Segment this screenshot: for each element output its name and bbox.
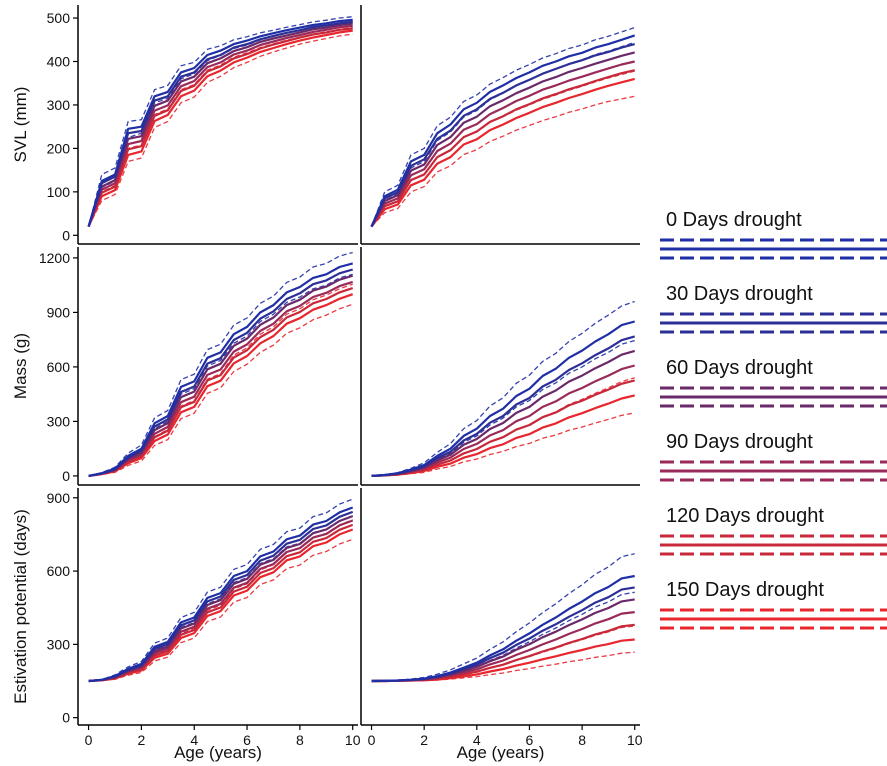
panel-svl-male [78, 5, 358, 244]
y-tick-label-estivation-male: 900 [47, 490, 71, 506]
x-tick-label-estivation-female: 10 [627, 732, 643, 748]
y-axis-title-estivation: Estivation potential (days) [11, 509, 30, 704]
series-60d-svl-female [370, 51, 635, 228]
x-tick-label-estivation-female: 2 [420, 732, 428, 748]
legend-label-60d: 60 Days drought [666, 357, 813, 379]
series-0d-upper-estivation-male [88, 498, 353, 682]
series-150d-mass-male [88, 293, 354, 477]
series-150d-lower-estivation-male [88, 538, 353, 682]
y-tick-label-estivation-male: 0 [62, 710, 70, 726]
x-tick-label-estivation-male: 6 [243, 732, 251, 748]
legend-label-120d: 120 Days drought [666, 505, 824, 527]
x-axis-title-male: Age (years) [174, 743, 262, 762]
series-0d-upper-svl-female [370, 26, 635, 227]
y-tick-label-svl-male: 0 [62, 227, 70, 243]
series-30d-svl-male [87, 20, 353, 227]
x-tick-label-estivation-male: 8 [296, 732, 304, 748]
series-120d-svl-female [370, 69, 635, 228]
y-tick-label-estivation-male: 600 [47, 563, 71, 579]
series-0d-svl-male [87, 18, 353, 227]
series-120d-svl-male [87, 27, 353, 227]
x-tick-label-estivation-male: 0 [85, 732, 93, 748]
series-120d-estivation-male [88, 523, 354, 683]
series-60d-mass-male [88, 274, 354, 477]
series-150d-lower-svl-male [88, 33, 353, 227]
y-tick-label-svl-male: 300 [47, 97, 71, 113]
x-tick-label-estivation-female: 0 [368, 732, 376, 748]
x-tick-label-estivation-male: 4 [190, 732, 198, 748]
legend-label-0d: 0 Days drought [666, 209, 802, 231]
x-tick-label-estivation-female: 4 [473, 732, 481, 748]
series-150d-svl-female [370, 77, 635, 228]
y-tick-label-svl-male: 100 [47, 184, 71, 200]
y-axis-title-svl: SVL (mm) [11, 87, 30, 163]
y-axis-title-mass: Mass (g) [11, 333, 30, 399]
y-tick-label-svl-male: 500 [47, 10, 71, 26]
x-axis-title-female: Age (years) [457, 743, 545, 762]
series-90d-svl-male [87, 24, 353, 227]
legend-label-150d: 150 Days drought [666, 579, 824, 601]
x-tick-label-estivation-female: 6 [526, 732, 534, 748]
series-30d-svl-female [370, 43, 635, 228]
y-tick-label-mass-male: 900 [47, 304, 71, 320]
series-0d-mass-female [371, 320, 635, 477]
x-tick-label-estivation-male: 2 [137, 732, 145, 748]
series-120d-mass-male [88, 287, 354, 477]
series-150d-svl-male [87, 29, 353, 228]
panel-estivation-female [361, 488, 640, 725]
legend-label-30d: 30 Days drought [666, 283, 813, 305]
series-90d-svl-female [370, 60, 635, 228]
series-0d-upper-mass-male [88, 251, 353, 477]
y-tick-label-svl-male: 400 [47, 53, 71, 69]
series-150d-lower-svl-female [371, 95, 635, 228]
x-tick-label-estivation-male: 10 [345, 732, 361, 748]
series-0d-estivation-female [371, 574, 635, 683]
series-0d-svl-female [370, 34, 636, 228]
series-0d-mass-male [88, 262, 353, 477]
series-60d-svl-male [87, 22, 353, 227]
series-0d-estivation-male [88, 506, 354, 683]
y-tick-label-mass-male: 1200 [39, 250, 70, 266]
series-90d-mass-male [88, 280, 354, 477]
y-tick-label-mass-male: 300 [47, 413, 71, 429]
series-0d-upper-svl-male [87, 16, 353, 227]
legend-label-90d: 90 Days drought [666, 431, 813, 453]
y-tick-label-mass-male: 600 [47, 359, 71, 375]
x-tick-label-estivation-female: 8 [578, 732, 586, 748]
y-tick-label-svl-male: 200 [47, 140, 71, 156]
y-tick-label-estivation-male: 300 [47, 636, 71, 652]
y-tick-label-mass-male: 0 [62, 468, 70, 484]
series-30d-mass-male [88, 268, 354, 477]
